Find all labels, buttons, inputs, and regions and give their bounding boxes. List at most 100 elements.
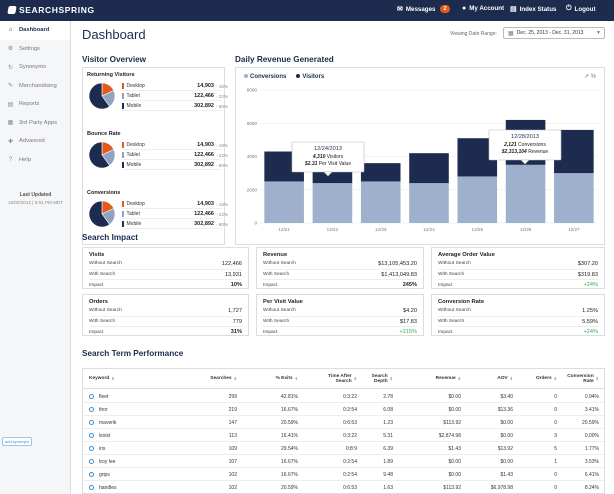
column-header-time-after-search[interactable]: Time After Search ⇕ (311, 369, 357, 389)
search-impact-conversion-rate: Conversion Rate Without Search 1.25% With S… (431, 294, 605, 336)
pie-slice (88, 82, 111, 110)
sidebar-item-advanced[interactable]: ✚ Advanced (0, 132, 70, 151)
impact-row-label: Without Search (438, 261, 471, 266)
sidebar-item-3rd-party-apps[interactable]: ▦ 3rd Party Apps (0, 114, 70, 133)
table-cell: 102 (228, 484, 237, 491)
column-header-orders[interactable]: Orders ⇕ (521, 369, 557, 389)
keyword-text: maverik (99, 419, 117, 426)
messages-link[interactable]: ✉ Messages 2 (397, 5, 450, 13)
keyword-radio-icon[interactable] (89, 485, 94, 490)
bar-visitors-12-24[interactable] (409, 153, 449, 184)
impact-row-value: 31% (230, 329, 242, 335)
impact-row: Without Search 1,727 (89, 305, 242, 316)
impact-row: With Search 5.59% (438, 315, 598, 327)
sidebar-item-dashboard[interactable]: ⌂ Dashboard (0, 21, 70, 40)
keyword-radio-icon[interactable] (89, 446, 94, 451)
keyword-cell[interactable]: maverik (89, 416, 169, 429)
keyword-radio-icon[interactable] (89, 459, 94, 464)
bar-conversions-12-27[interactable] (554, 173, 594, 223)
keyword-cell[interactable]: thor (89, 403, 169, 416)
column-header-conversion-rate[interactable]: Conversion Rate ⇕ (563, 369, 599, 389)
date-range-picker[interactable]: ▦ Dec. 25, 2013 - Dec. 31, 2013 ▼ (503, 27, 605, 39)
tooltip-line-2: $2.31 Per Visit Value (304, 161, 351, 167)
messages-count-badge: 2 (440, 5, 450, 13)
column-header-searches[interactable]: Searches ⇕ (203, 369, 237, 389)
legend-conversions[interactable]: Conversions (244, 74, 286, 80)
visitor-group: Bounce Rate Desktop 14,903- 18% Tablet 122,4… (87, 131, 228, 187)
logout-link[interactable]: ⏻ Logout (566, 5, 596, 13)
table-cell: 1 (554, 458, 557, 465)
table-cell: 0 (554, 419, 557, 426)
column-header-revenue[interactable]: Revenue ⇕ (403, 369, 461, 389)
keyword-cell[interactable]: grips (89, 468, 169, 481)
table-cell: $0.00 (448, 471, 461, 478)
impact-row-label: Without Search (438, 308, 471, 313)
table-row[interactable]: troy lee 107 16.67% 0:2:54 1.89 $0.00 $0.00 1 3.… (83, 455, 604, 468)
table-row[interactable]: grips 102 16.67% 0:2:54 9.48 $0.00 $1.43 0 6.41% (83, 468, 604, 481)
pie-slice (88, 141, 111, 169)
column-header--exits[interactable]: % Exits ⇕ (253, 369, 298, 389)
index-status-link[interactable]: ▤ Index Status (510, 5, 556, 14)
my-account-link[interactable]: ● My Account (462, 5, 504, 12)
bar-conversions-12-24[interactable] (409, 183, 449, 223)
search-impact-per-visit-value: Per Visit Value Without Search $4.20 With S… (256, 294, 424, 336)
legend-visitors[interactable]: Visitors (296, 74, 324, 80)
sidebar-item-synonyms[interactable]: ↻ Synonyms (0, 58, 70, 77)
sidebar-item-reports[interactable]: ▤ Reports (0, 95, 70, 114)
table-row[interactable]: thor 219 16.67% 0:2:54 6.08 $0.00 $13.36 0 3.41% (83, 403, 604, 416)
y-tick-label: 4000 (247, 154, 258, 159)
bar-conversions-12-23[interactable] (360, 181, 401, 223)
keyword-radio-icon[interactable] (89, 394, 94, 399)
table-cell: $0.00 (500, 432, 513, 439)
table-row[interactable]: handles 102 20.59% 0:6:53 1.63 $113.92 $6,978.… (83, 481, 604, 493)
table-cell: 1.89 (383, 458, 393, 465)
sidebar-item-settings[interactable]: ⚙ Settings (0, 40, 70, 59)
keyword-cell[interactable]: fleet (89, 390, 169, 403)
column-header-label: Search Depth (371, 373, 388, 385)
keyword-cell[interactable]: lexist (89, 429, 169, 442)
search-impact-orders: Orders Without Search 1,727 With Search 779 I… (82, 294, 249, 336)
table-cell: 9.48 (383, 471, 393, 478)
searchspring-logo[interactable]: SEARCHSPRING (7, 5, 95, 15)
device-swatch (122, 162, 124, 168)
keyword-cell[interactable]: troy lee (89, 455, 169, 468)
impact-block-title: Visits (89, 252, 105, 258)
bar-conversions-12-22[interactable] (312, 183, 353, 223)
device-percent: - 60% (216, 162, 229, 168)
visitor-row: Desktop 14,903- 18% (122, 82, 228, 91)
sort-icon: ⇕ (294, 376, 298, 382)
bar-conversions-12-25[interactable] (457, 176, 498, 223)
table-cell: 16.67% (281, 458, 298, 465)
device-value: 122,466 (194, 152, 214, 158)
keyword-radio-icon[interactable] (89, 420, 94, 425)
table-cell: 6.39 (383, 445, 393, 452)
table-row[interactable]: maverik 147 20.59% 0:6:53 1.23 $113.92 $0.00 0 2… (83, 416, 604, 429)
chart-options-button[interactable]: ↗ % (584, 73, 596, 80)
table-row[interactable]: iris 109 29.54% 0:8:9 6.39 $1.43 $13.92 5 1.77% (83, 442, 604, 455)
keyword-radio-icon[interactable] (89, 433, 94, 438)
keyword-radio-icon[interactable] (89, 407, 94, 412)
table-row[interactable]: fleet 299 42.81% 0:3:22 2.78 $0.00 $3.40 0 0.94% (83, 390, 604, 403)
table-cell: 3 (554, 432, 557, 439)
keyword-cell[interactable]: iris (89, 442, 169, 455)
table-row[interactable]: lexist 113 16.41% 0:3:22 5.31 $2,874.98 $0.00 3… (83, 429, 604, 442)
add-synonym-tooltip[interactable]: add synonym (2, 437, 32, 446)
keyword-cell[interactable]: handles (89, 481, 169, 493)
table-cell: $1.43 (448, 445, 461, 452)
impact-row-value: 779 (232, 318, 242, 325)
column-header-search-depth[interactable]: Search Depth ⇕ (359, 369, 393, 389)
column-header-aov[interactable]: AOV ⇕ (471, 369, 513, 389)
table-cell: 8.24% (584, 484, 599, 491)
column-header-keyword[interactable]: Keyword ⇕ (89, 369, 149, 389)
table-cell: 2.78 (383, 393, 393, 400)
table-cell: 29.54% (281, 445, 298, 452)
sidebar-item-help[interactable]: ? Help (0, 151, 70, 170)
impact-row-label: Impact (438, 282, 453, 288)
device-label: Tablet (126, 93, 140, 99)
bar-conversions-12-21[interactable] (264, 181, 304, 223)
keyword-radio-icon[interactable] (89, 472, 94, 477)
sidebar-item-merchandising[interactable]: ✎ Merchandising (0, 77, 70, 96)
bar-conversions-12-26[interactable] (505, 164, 546, 223)
table-cell: 1.63 (383, 484, 393, 491)
bar-visitors-12-23[interactable] (360, 163, 401, 182)
